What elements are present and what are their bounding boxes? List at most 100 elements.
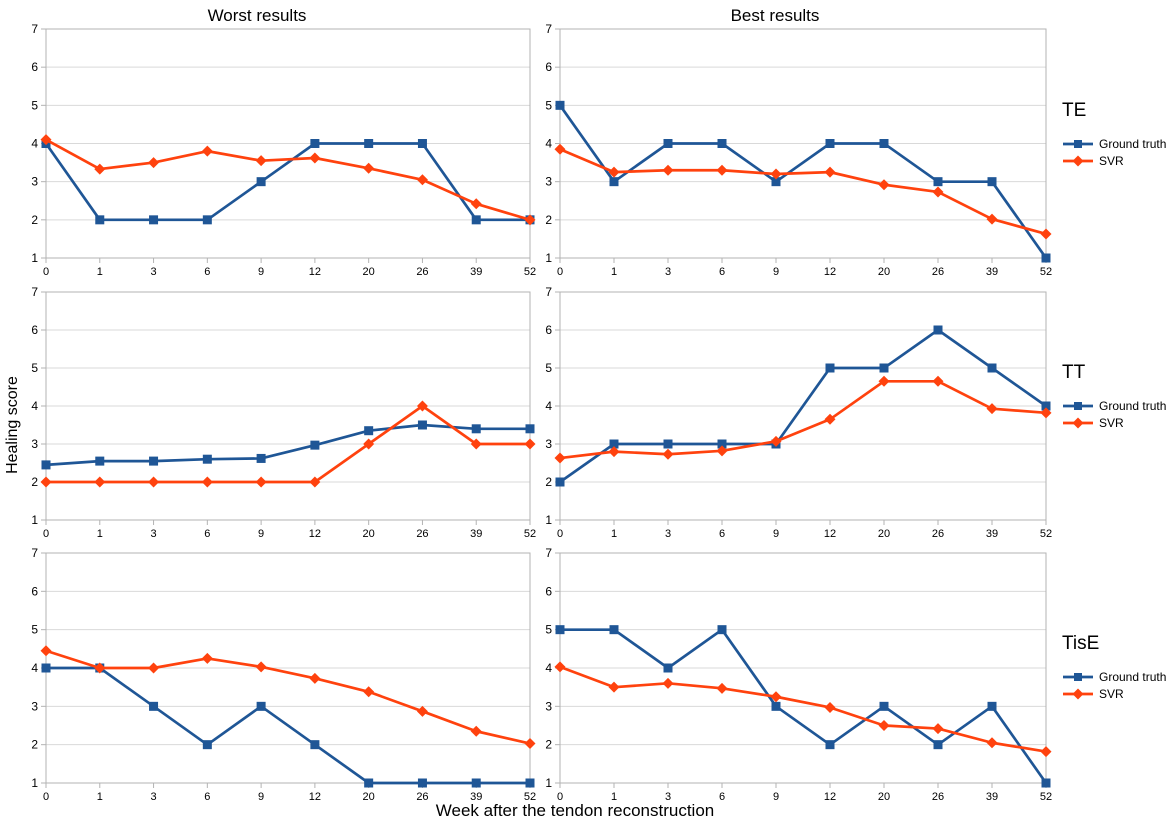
- legend-label-ground-truth: Ground truth: [1099, 136, 1167, 151]
- legend-label-svr: SVR: [1099, 415, 1124, 430]
- svg-text:4: 4: [545, 137, 552, 151]
- svg-text:5: 5: [31, 361, 38, 375]
- svr-legend-icon: [1063, 417, 1093, 428]
- svg-text:39: 39: [986, 791, 998, 803]
- svg-text:4: 4: [31, 137, 38, 151]
- svg-text:12: 12: [309, 266, 321, 278]
- svg-text:6: 6: [31, 584, 38, 598]
- ground-truth-legend-icon: [1063, 401, 1093, 410]
- svg-text:3: 3: [545, 175, 552, 189]
- column-title-worst: Worst results: [207, 6, 307, 25]
- svg-text:52: 52: [524, 266, 536, 278]
- svg-text:26: 26: [416, 266, 428, 278]
- legend-group-te: TE Ground truth SVR: [1062, 100, 1170, 169]
- svg-text:0: 0: [557, 791, 563, 803]
- svg-text:3: 3: [150, 266, 156, 278]
- svg-text:5: 5: [545, 361, 552, 375]
- svg-text:0: 0: [43, 791, 49, 803]
- svg-text:3: 3: [31, 175, 38, 189]
- svg-text:20: 20: [878, 266, 890, 278]
- svg-text:2: 2: [545, 475, 552, 489]
- svg-text:5: 5: [31, 98, 38, 112]
- svg-text:12: 12: [824, 266, 836, 278]
- svg-text:20: 20: [363, 528, 375, 540]
- svg-text:39: 39: [470, 266, 482, 278]
- y-axis-title: Healing score: [4, 376, 21, 474]
- svg-text:52: 52: [1040, 791, 1052, 803]
- svg-text:3: 3: [545, 699, 552, 713]
- svg-text:52: 52: [524, 791, 536, 803]
- svg-text:7: 7: [31, 285, 38, 299]
- svg-text:1: 1: [97, 791, 103, 803]
- svg-text:9: 9: [773, 528, 779, 540]
- svg-text:6: 6: [31, 323, 38, 337]
- svg-text:3: 3: [665, 791, 671, 803]
- group-label-tise: TisE: [1062, 633, 1100, 654]
- svg-text:9: 9: [258, 528, 264, 540]
- svg-text:2: 2: [31, 738, 38, 752]
- svg-text:4: 4: [31, 661, 38, 675]
- svg-text:7: 7: [31, 22, 38, 36]
- svg-text:6: 6: [204, 528, 210, 540]
- svg-text:20: 20: [878, 528, 890, 540]
- svg-text:20: 20: [878, 791, 890, 803]
- svg-text:2: 2: [545, 738, 552, 752]
- svg-text:1: 1: [545, 776, 552, 790]
- svg-text:12: 12: [824, 528, 836, 540]
- svg-text:20: 20: [363, 266, 375, 278]
- svr-legend-icon: [1063, 155, 1093, 166]
- svg-text:5: 5: [31, 623, 38, 637]
- group-label-tt: TT: [1062, 362, 1086, 383]
- svg-text:26: 26: [932, 266, 944, 278]
- svg-text:3: 3: [665, 266, 671, 278]
- svg-text:1: 1: [611, 528, 617, 540]
- svg-text:39: 39: [986, 528, 998, 540]
- svg-text:6: 6: [545, 584, 552, 598]
- ground-truth-legend-icon: [1063, 139, 1093, 148]
- x-axis-title: Week after the tendon reconstruction: [435, 801, 715, 820]
- group-label-te: TE: [1062, 100, 1087, 121]
- legend-entry-ground-truth: Ground truth: [1062, 397, 1170, 414]
- svg-text:0: 0: [557, 528, 563, 540]
- svg-text:9: 9: [258, 266, 264, 278]
- svg-text:4: 4: [31, 399, 38, 413]
- svg-text:52: 52: [524, 528, 536, 540]
- svg-text:3: 3: [545, 437, 552, 451]
- legend-entry-ground-truth: Ground truth: [1062, 135, 1170, 152]
- svg-text:2: 2: [31, 475, 38, 489]
- svg-text:7: 7: [31, 546, 38, 560]
- legend-entry-svr: SVR: [1062, 685, 1170, 702]
- svg-text:26: 26: [416, 528, 428, 540]
- svg-text:9: 9: [773, 791, 779, 803]
- ground-truth-legend-icon: [1063, 672, 1093, 681]
- svg-text:0: 0: [43, 528, 49, 540]
- svg-text:7: 7: [545, 22, 552, 36]
- svg-text:26: 26: [416, 791, 428, 803]
- svg-text:5: 5: [545, 98, 552, 112]
- svg-text:4: 4: [545, 399, 552, 413]
- svg-text:9: 9: [773, 266, 779, 278]
- legend-entry-svr: SVR: [1062, 152, 1170, 169]
- svg-text:2: 2: [31, 213, 38, 227]
- svg-text:6: 6: [719, 528, 725, 540]
- svg-text:26: 26: [932, 791, 944, 803]
- svg-text:39: 39: [470, 528, 482, 540]
- legend-label-ground-truth: Ground truth: [1099, 669, 1167, 684]
- svg-text:39: 39: [470, 791, 482, 803]
- svg-text:3: 3: [150, 791, 156, 803]
- svg-text:1: 1: [611, 791, 617, 803]
- svg-text:1: 1: [31, 251, 38, 265]
- svg-text:1: 1: [97, 528, 103, 540]
- svg-text:6: 6: [545, 323, 552, 337]
- svg-text:0: 0: [43, 266, 49, 278]
- svg-text:9: 9: [258, 791, 264, 803]
- svg-text:0: 0: [557, 266, 563, 278]
- legend-group-tise: TisE Ground truth SVR: [1062, 633, 1170, 702]
- svg-text:4: 4: [545, 661, 552, 675]
- svg-text:52: 52: [1040, 266, 1052, 278]
- svg-text:2: 2: [545, 213, 552, 227]
